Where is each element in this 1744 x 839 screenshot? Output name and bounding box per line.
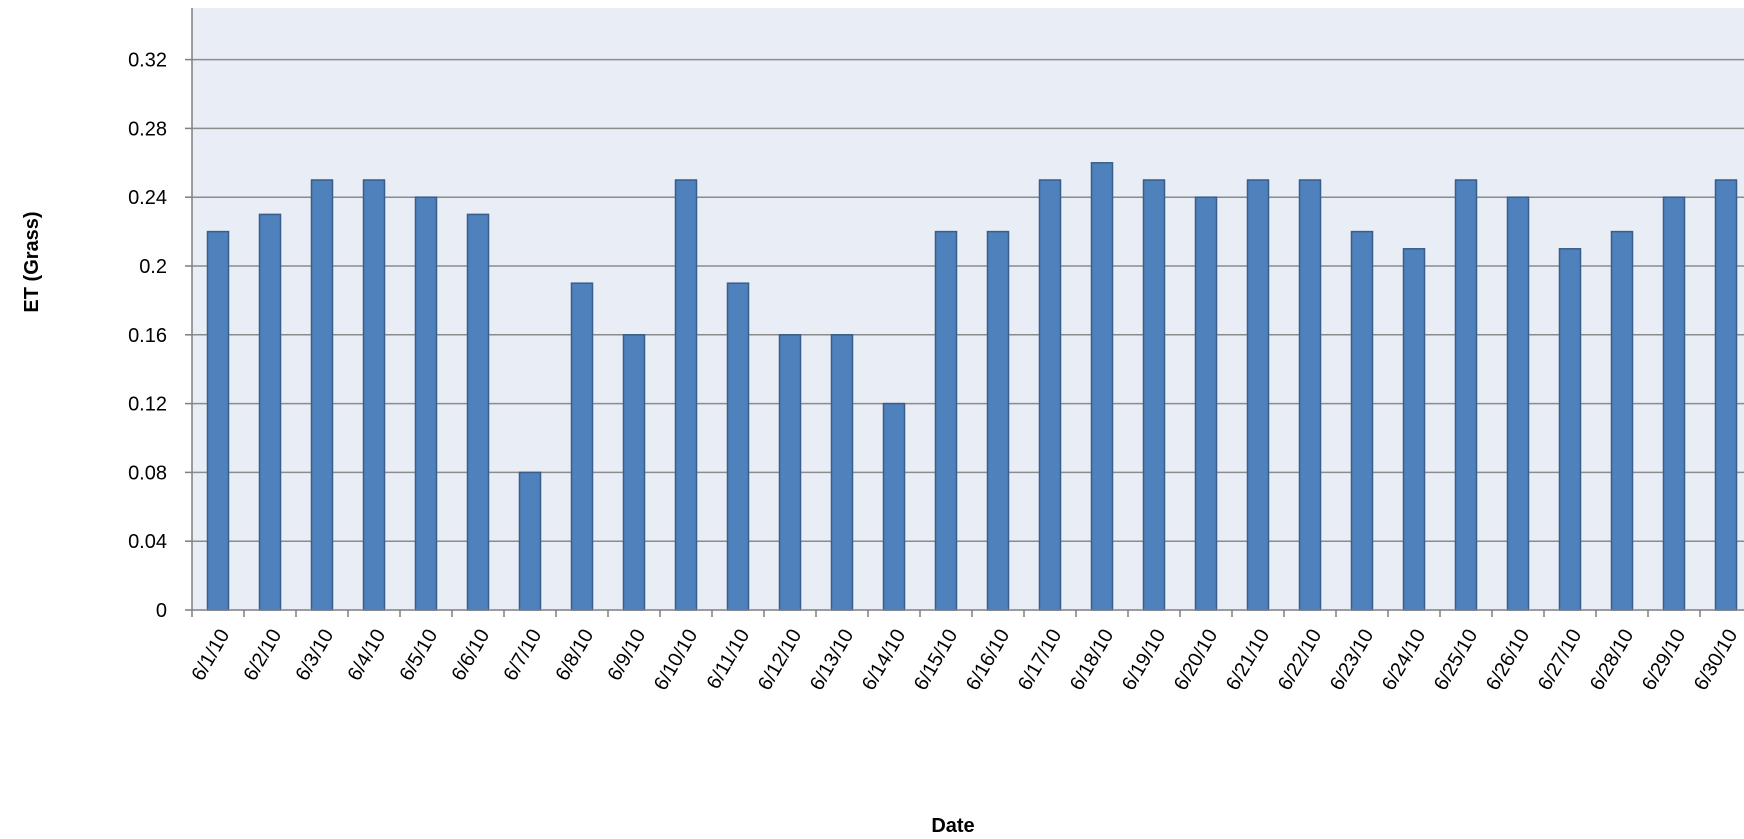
x-tick-label: 6/23/10 bbox=[1326, 626, 1378, 695]
x-tick-label: 6/1/10 bbox=[187, 626, 234, 685]
bar-6-15-10 bbox=[934, 230, 958, 611]
y-tick-label: 0.2 bbox=[139, 256, 167, 278]
bar-6-28-10 bbox=[1610, 230, 1634, 611]
bar-6-6-10 bbox=[466, 213, 490, 611]
bar-6-22-10 bbox=[1298, 179, 1322, 611]
bar-6-16-10 bbox=[986, 230, 1010, 611]
x-tick-label: 6/25/10 bbox=[1430, 626, 1482, 695]
x-tick-label: 6/29/10 bbox=[1638, 626, 1690, 695]
x-tick-label: 6/20/10 bbox=[1170, 626, 1222, 695]
x-tick-label: 6/4/10 bbox=[343, 626, 390, 685]
y-axis-title: ET (Grass) bbox=[21, 211, 43, 312]
x-tick-label: 6/6/10 bbox=[447, 626, 494, 685]
x-tick-label: 6/15/10 bbox=[910, 626, 962, 695]
y-tick-label: 0.12 bbox=[128, 394, 167, 416]
bar-6-18-10 bbox=[1090, 162, 1114, 611]
x-tick-label: 6/28/10 bbox=[1586, 626, 1638, 695]
x-tick-label: 6/12/10 bbox=[754, 626, 806, 695]
y-tick-label: 0.24 bbox=[128, 187, 167, 209]
x-tick-label: 6/30/10 bbox=[1690, 626, 1742, 695]
bar-6-3-10 bbox=[310, 179, 334, 611]
x-tick-label: 6/8/10 bbox=[551, 626, 598, 685]
y-tick-label: 0.16 bbox=[128, 325, 167, 347]
y-tick-labels: 0 0.04 0.08 0.12 0.16 0.2 0.24 0.28 0.32 bbox=[128, 50, 192, 622]
x-tick-labels: 6/1/10 6/2/10 6/3/10 6/4/10 6/5/10 6/6/10 6/7/… bbox=[187, 610, 1742, 695]
bar-6-11-10 bbox=[726, 282, 750, 611]
x-tick-label: 6/21/10 bbox=[1222, 626, 1274, 695]
x-tick-label: 6/2/10 bbox=[239, 626, 286, 685]
x-tick-label: 6/26/10 bbox=[1482, 626, 1534, 695]
x-tick-label: 6/19/10 bbox=[1118, 626, 1170, 695]
bar-6-12-10 bbox=[778, 334, 802, 611]
x-tick-label: 6/22/10 bbox=[1274, 626, 1326, 695]
bar-6-24-10 bbox=[1402, 248, 1426, 611]
x-tick-label: 6/16/10 bbox=[962, 626, 1014, 695]
bar-6-26-10 bbox=[1506, 196, 1530, 611]
bar-6-10-10 bbox=[674, 179, 698, 611]
bar-6-23-10 bbox=[1350, 230, 1374, 611]
y-tick-label: 0.04 bbox=[128, 531, 167, 553]
x-axis-title: Date bbox=[931, 815, 974, 837]
bar-6-20-10 bbox=[1194, 196, 1218, 611]
bar-6-25-10 bbox=[1454, 179, 1478, 611]
x-tick-label: 6/5/10 bbox=[395, 626, 442, 685]
bar-6-14-10 bbox=[882, 402, 906, 611]
x-tick-label: 6/18/10 bbox=[1066, 626, 1118, 695]
bar-6-8-10 bbox=[570, 282, 594, 611]
y-tick-label: 0.28 bbox=[128, 118, 167, 140]
bar-6-1-10 bbox=[206, 230, 230, 611]
gridlines bbox=[192, 58, 1744, 542]
x-tick-label: 6/24/10 bbox=[1378, 626, 1430, 695]
bar-6-29-10 bbox=[1662, 196, 1686, 611]
bar-6-9-10 bbox=[622, 334, 646, 611]
x-tick-label: 6/14/10 bbox=[858, 626, 910, 695]
x-tick-label: 6/7/10 bbox=[499, 626, 546, 685]
bar-6-30-10 bbox=[1714, 179, 1738, 611]
y-tick-label: 0.32 bbox=[128, 50, 167, 72]
bar-6-4-10 bbox=[362, 179, 386, 611]
x-tick-label: 6/9/10 bbox=[603, 626, 650, 685]
bar-6-21-10 bbox=[1246, 179, 1270, 611]
x-tick-label: 6/11/10 bbox=[703, 626, 755, 694]
bar-6-7-10 bbox=[518, 471, 542, 611]
y-tick-label: 0 bbox=[156, 600, 167, 622]
bar-6-5-10 bbox=[414, 196, 438, 611]
bar-6-27-10 bbox=[1558, 248, 1582, 611]
bar-6-13-10 bbox=[830, 334, 854, 611]
plot-area bbox=[192, 8, 1744, 610]
x-tick-label: 6/13/10 bbox=[806, 626, 858, 695]
y-tick-label: 0.08 bbox=[128, 462, 167, 484]
bar-6-2-10 bbox=[258, 213, 282, 611]
bar-6-17-10 bbox=[1038, 179, 1062, 611]
x-tick-label: 6/27/10 bbox=[1534, 626, 1586, 695]
bar-6-19-10 bbox=[1142, 179, 1166, 611]
x-tick-label: 6/3/10 bbox=[291, 626, 338, 685]
x-tick-label: 6/17/10 bbox=[1014, 626, 1066, 695]
x-tick-label: 6/10/10 bbox=[650, 626, 702, 695]
